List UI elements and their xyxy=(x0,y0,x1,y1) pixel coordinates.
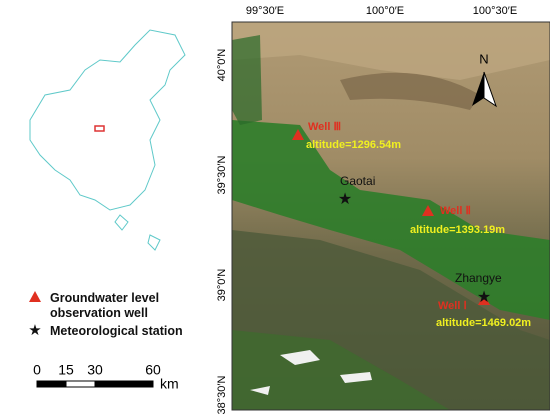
graticule: 99°30′E 100°0′E 100°30′E 40°0′N 39°30′N 39°0′… xyxy=(216,5,517,415)
legend-label: Groundwater level observation well xyxy=(50,291,160,320)
longitude-label: 99°30′E xyxy=(246,5,284,17)
station-star: ★ xyxy=(477,289,491,306)
well-marker xyxy=(478,294,490,305)
latitude-label: 38°30′N xyxy=(216,376,228,415)
well-label: Well Ⅱ xyxy=(440,205,471,217)
altitude-label: altitude=1469.02m xyxy=(436,317,531,329)
scale-bar xyxy=(36,380,154,388)
station-label: Zhangye xyxy=(455,271,502,285)
satellite-image xyxy=(231,21,550,411)
scale-label: 30 xyxy=(87,362,103,378)
latitude-label: 39°30′N xyxy=(216,156,228,195)
china-outline xyxy=(29,29,186,251)
station-label: Gaotai xyxy=(340,174,375,188)
latitude-label: 39°0′N xyxy=(216,269,228,302)
legend-triangle xyxy=(29,291,41,302)
north-label: N xyxy=(479,51,488,66)
scale-label: 0 xyxy=(33,362,41,378)
altitude-label: altitude=1296.54m xyxy=(306,139,401,151)
legend-label: Meteorological station xyxy=(50,324,183,338)
well-label: Well Ⅰ xyxy=(438,300,467,312)
longitude-label: 100°0′E xyxy=(366,5,404,17)
well-marker xyxy=(422,205,434,216)
scale-label: 60 xyxy=(145,362,161,378)
legend-star: ★ xyxy=(28,322,41,339)
altitude-label: altitude=1393.19m xyxy=(410,224,505,236)
station-star: ★ xyxy=(338,191,352,208)
well-label: Well Ⅲ xyxy=(308,121,341,133)
latitude-label: 40°0′N xyxy=(216,49,228,82)
study-area-box xyxy=(94,125,105,132)
scale-label: 15 xyxy=(58,362,74,378)
scale-unit: km xyxy=(160,376,179,392)
well-marker xyxy=(292,129,304,140)
north-arrow xyxy=(472,71,497,108)
longitude-label: 100°30′E xyxy=(473,5,517,17)
